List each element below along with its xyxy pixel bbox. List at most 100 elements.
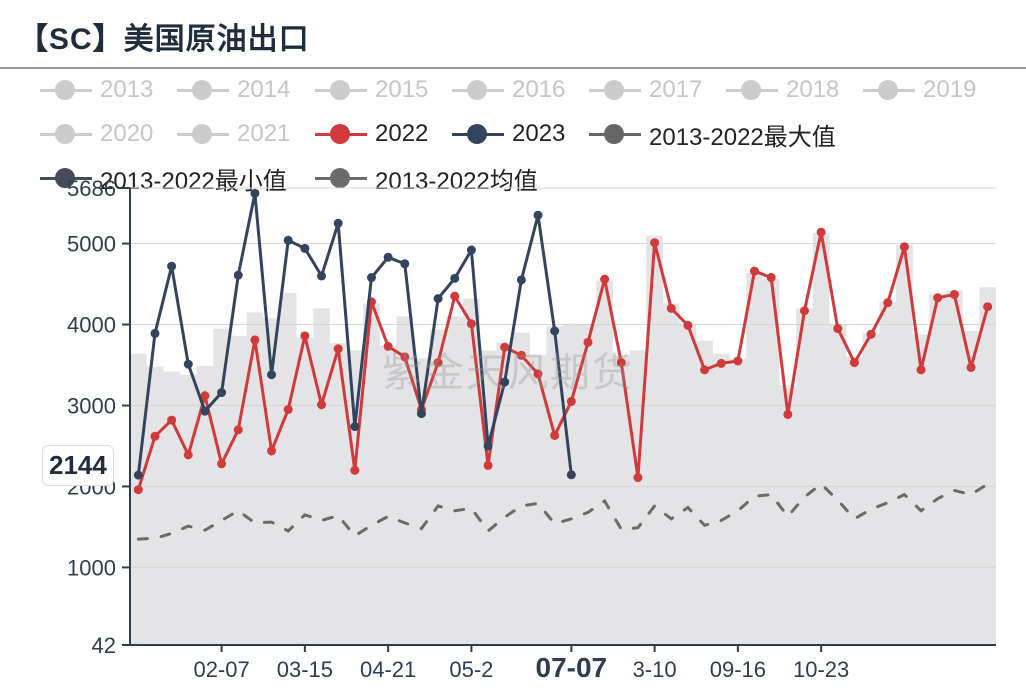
point-2023 [466, 245, 476, 255]
y-tick-label: 3000 [67, 393, 116, 418]
y-tick-label: 42 [92, 633, 116, 658]
legend-label: 2016 [512, 76, 566, 103]
point-2023 [217, 388, 227, 398]
point-2022 [317, 400, 327, 410]
point-2022 [300, 331, 310, 341]
point-2023 [333, 218, 343, 228]
legend-item-2013-2022最大值[interactable]: 2013-2022最大值 [589, 116, 836, 152]
point-2023 [533, 210, 543, 220]
legend-marker-icon [40, 168, 92, 188]
x-tick-label: 04-21 [360, 657, 416, 682]
legend-label: 2014 [237, 76, 291, 103]
point-2023 [550, 326, 560, 336]
point-2022 [217, 459, 227, 469]
point-2022 [250, 335, 260, 345]
point-2022 [267, 446, 277, 456]
legend-label: 2013-2022最大值 [649, 123, 836, 151]
point-2022 [333, 344, 343, 354]
legend-marker-icon [40, 80, 92, 100]
chart-title: 【SC】美国原油出口 [18, 23, 310, 56]
point-2023 [566, 470, 576, 480]
y-tick-label: 4000 [67, 313, 116, 338]
legend-item-2016[interactable]: 2016 [452, 72, 565, 108]
legend-marker-icon [452, 124, 504, 144]
point-2022 [633, 473, 643, 483]
point-2022 [550, 430, 560, 440]
legend-marker-icon [726, 80, 778, 100]
legend-marker-icon [315, 80, 367, 100]
point-2022 [566, 396, 576, 406]
point-2022 [849, 358, 859, 368]
y-tick-label: 1000 [67, 555, 116, 580]
legend-label: 2013-2022均值 [375, 167, 538, 195]
x-tick-label: 03-15 [277, 657, 333, 682]
legend-item-2013-2022均值[interactable]: 2013-2022均值 [315, 160, 538, 196]
point-2022 [600, 274, 610, 284]
point-2022 [816, 227, 826, 237]
y-tick-label: 5000 [67, 232, 116, 257]
point-2022 [450, 291, 460, 301]
point-2022 [650, 238, 660, 248]
point-2022 [750, 266, 760, 276]
point-2023 [150, 328, 160, 338]
legend-item-2019[interactable]: 2019 [863, 72, 976, 108]
point-2022 [350, 465, 360, 475]
legend-item-2023[interactable]: 2023 [452, 116, 565, 152]
point-2022 [283, 405, 293, 415]
x-tick-label: 10-23 [793, 657, 849, 682]
point-2022 [733, 356, 743, 366]
point-2022 [949, 290, 959, 300]
legend-marker-icon [589, 124, 641, 144]
point-2022 [983, 302, 993, 312]
point-2022 [433, 358, 443, 368]
legend-item-2020[interactable]: 2020 [40, 116, 153, 152]
series-points-2023 [133, 188, 576, 480]
point-2023 [416, 409, 426, 419]
x-tick-label: 07-07 [536, 652, 608, 683]
legend-item-2018[interactable]: 2018 [726, 72, 839, 108]
legend-label: 2020 [100, 120, 154, 147]
legend-label: 2022 [375, 120, 429, 147]
legend-label: 2021 [237, 120, 291, 147]
legend-label: 2015 [375, 76, 429, 103]
current-value-badge: 2144 [42, 445, 114, 486]
point-2022 [883, 298, 893, 308]
x-tick-label: 05-2 [449, 657, 493, 682]
point-2022 [200, 391, 210, 401]
legend-marker-icon [452, 80, 504, 100]
legend-marker-icon [589, 80, 641, 100]
point-2022 [183, 450, 193, 460]
legend-item-2021[interactable]: 2021 [177, 116, 290, 152]
point-2023 [516, 275, 526, 285]
point-2023 [183, 359, 193, 369]
point-2022 [783, 409, 793, 419]
point-2023 [366, 273, 376, 283]
legend-item-2013[interactable]: 2013 [40, 72, 153, 108]
point-2022 [133, 485, 143, 495]
legend-item-2022[interactable]: 2022 [315, 116, 428, 152]
point-2022 [716, 358, 726, 368]
point-2023 [200, 406, 210, 416]
point-2022 [167, 415, 177, 425]
point-2023 [483, 441, 493, 451]
series-line-mean [136, 482, 990, 541]
title-divider [0, 67, 1026, 69]
legend-marker-icon [177, 80, 229, 100]
legend-item-2017[interactable]: 2017 [589, 72, 702, 108]
point-2023 [233, 270, 243, 280]
point-2023 [267, 370, 277, 380]
legend-label: 2019 [923, 76, 977, 103]
point-2022 [466, 319, 476, 329]
legend-label: 2013 [100, 76, 154, 103]
legend-label: 2018 [786, 76, 840, 103]
point-2023 [450, 273, 460, 283]
legend-marker-icon [177, 124, 229, 144]
point-2023 [300, 243, 310, 253]
legend-item-2015[interactable]: 2015 [315, 72, 428, 108]
x-tick-label: 02-07 [193, 657, 249, 682]
legend-label: 2017 [649, 76, 703, 103]
legend-item-2014[interactable]: 2014 [177, 72, 290, 108]
point-2022 [700, 365, 710, 375]
point-2022 [833, 324, 843, 334]
